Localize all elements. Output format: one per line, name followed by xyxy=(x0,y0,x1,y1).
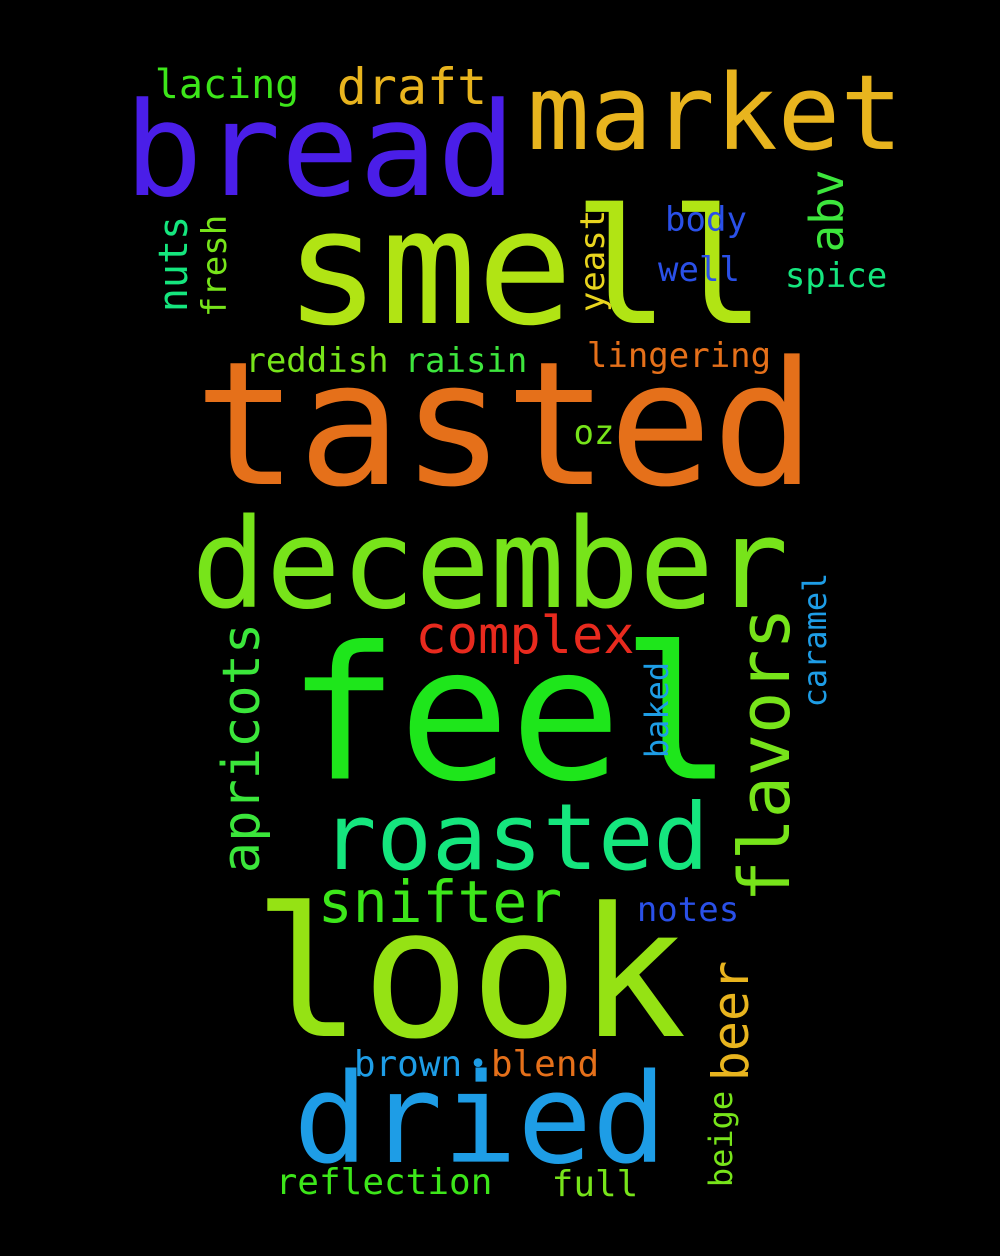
word-well: well xyxy=(658,250,740,290)
word-lingering: lingering xyxy=(586,336,772,376)
word-oz: oz xyxy=(573,413,615,453)
word-apricots: apricots xyxy=(212,622,272,874)
word-december: december xyxy=(191,493,789,637)
word-look: look xyxy=(253,870,687,1079)
word-reddish: reddish xyxy=(245,341,389,381)
word-nuts: nuts xyxy=(151,215,197,313)
word-spice: spice xyxy=(784,256,888,296)
word-tasted: tasted xyxy=(194,324,816,525)
word-bread: bread xyxy=(124,74,516,226)
word-notes: notes xyxy=(636,890,740,930)
word-brown: brown xyxy=(353,1044,463,1085)
word-yeast: yeast xyxy=(573,209,613,313)
word-raisin: raisin xyxy=(404,341,528,381)
word-beige: beige xyxy=(702,1090,740,1188)
word-market: market xyxy=(527,52,903,174)
word-dried: dried xyxy=(293,1048,667,1192)
separator-dot: • xyxy=(468,1047,488,1082)
word-baked: baked xyxy=(638,661,676,759)
word-caramel: caramel xyxy=(796,572,834,708)
word-feel: feel xyxy=(287,606,733,823)
word-blend: blend xyxy=(490,1044,600,1085)
word-fresh: fresh xyxy=(195,214,235,318)
word-abv: abv xyxy=(800,169,854,253)
word-roasted: roasted xyxy=(321,784,709,891)
word-beer: beer xyxy=(702,960,760,1082)
word-smell: smell xyxy=(284,174,766,361)
word-reflection: reflection xyxy=(275,1162,493,1203)
word-body: body xyxy=(665,200,747,240)
word-draft: draft xyxy=(336,58,488,116)
word-lacing: lacing xyxy=(154,62,300,108)
word-complex: complex xyxy=(415,606,635,666)
word-flavors: flavors xyxy=(724,607,806,903)
word-full: full xyxy=(551,1164,639,1205)
word-snifter: snifter xyxy=(317,868,563,936)
